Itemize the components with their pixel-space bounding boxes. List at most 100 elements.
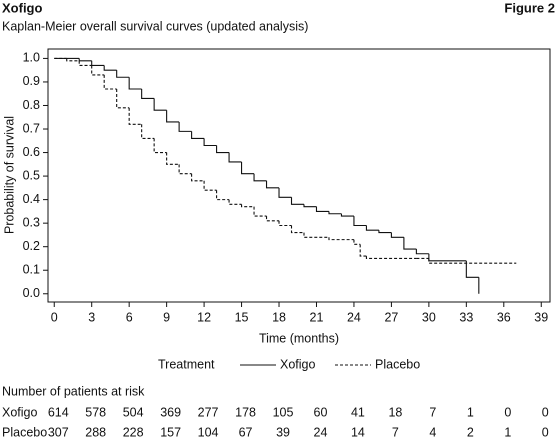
survival-step xyxy=(265,216,280,222)
chart-title: Xofigo xyxy=(2,0,42,15)
x-tick-label: 12 xyxy=(197,310,211,324)
at-risk-count: 104 xyxy=(198,425,219,439)
survival-step xyxy=(253,206,267,217)
x-tick-label: 30 xyxy=(422,310,436,324)
x-tick-label: 33 xyxy=(459,310,473,324)
at-risk-count: 24 xyxy=(314,425,328,439)
survival-step xyxy=(153,138,167,154)
x-tick-label: 0 xyxy=(51,310,58,324)
survival-step xyxy=(278,220,292,227)
survival-step xyxy=(228,152,242,163)
x-tick-label: 24 xyxy=(347,310,361,324)
plot-frame xyxy=(47,48,551,303)
survival-step xyxy=(128,77,142,90)
x-tick-label: 27 xyxy=(384,310,398,324)
legend-label: Placebo xyxy=(375,357,420,371)
survival-step xyxy=(203,138,217,147)
survival-step xyxy=(91,65,105,76)
y-tick-label: 0.3 xyxy=(23,215,40,229)
at-risk-count: 14 xyxy=(351,425,365,439)
survival-step xyxy=(303,204,317,208)
y-tick-label: 0.7 xyxy=(23,121,40,135)
survival-step xyxy=(128,107,142,125)
at-risk-count: 2 xyxy=(467,425,474,439)
survival-step xyxy=(290,225,304,234)
survival-step xyxy=(191,173,205,182)
survival-step xyxy=(390,232,404,238)
survival-step xyxy=(103,65,117,71)
chart-subtitle: Kaplan-Meier overall survival curves (up… xyxy=(2,19,308,33)
survival-step xyxy=(203,180,217,191)
at-risk-count: 178 xyxy=(235,405,256,419)
survival-step xyxy=(228,199,242,205)
at-risk-count: 7 xyxy=(429,405,436,419)
x-tick-label: 9 xyxy=(163,310,170,324)
survival-step xyxy=(340,213,354,217)
x-tick-label: 3 xyxy=(88,310,95,324)
y-tick-label: 0.5 xyxy=(23,168,40,182)
y-tick-label: 1.0 xyxy=(23,51,40,65)
survival-step xyxy=(178,121,192,132)
at-risk-count: 578 xyxy=(85,405,106,419)
y-axis-label: Probability of survival xyxy=(2,116,16,234)
survival-step xyxy=(328,237,354,241)
survival-step xyxy=(328,211,342,215)
at-risk-count: 41 xyxy=(351,405,365,419)
x-tick-label: 36 xyxy=(497,310,511,324)
y-tick-label: 0.6 xyxy=(23,145,40,159)
survival-step xyxy=(153,98,167,111)
x-tick-label: 15 xyxy=(235,310,249,324)
legend-title: Treatment xyxy=(158,357,215,371)
y-tick-label: 0.9 xyxy=(23,74,40,88)
survival-step xyxy=(253,173,267,182)
survival-step xyxy=(103,74,117,90)
survival-step xyxy=(166,152,180,165)
at-risk-count: 0 xyxy=(504,405,511,419)
at-risk-title: Number of patients at risk xyxy=(2,384,145,398)
y-tick-label: 0.8 xyxy=(23,98,40,112)
survival-step xyxy=(290,197,304,205)
at-risk-count: 60 xyxy=(314,405,328,419)
y-tick-label: 0.2 xyxy=(23,239,40,253)
survival-step xyxy=(378,230,392,234)
survival-step xyxy=(66,58,80,62)
y-tick-label: 0.0 xyxy=(23,286,40,300)
survival-step xyxy=(428,258,517,264)
survival-step xyxy=(166,110,180,123)
survival-step xyxy=(241,161,255,175)
at-risk-count: 228 xyxy=(123,425,144,439)
x-tick-label: 18 xyxy=(272,310,286,324)
at-risk-count: 1 xyxy=(467,405,474,419)
survival-step xyxy=(353,239,361,245)
survival-step xyxy=(216,145,230,154)
at-risk-count: 369 xyxy=(160,405,181,419)
survival-step xyxy=(116,70,130,78)
at-risk-row-label: Xofigo xyxy=(2,405,37,419)
survival-step xyxy=(141,124,155,139)
at-risk-count: 105 xyxy=(273,405,294,419)
survival-step xyxy=(241,204,255,208)
survival-step xyxy=(178,164,192,175)
at-risk-count: 0 xyxy=(542,405,549,419)
survival-step xyxy=(191,131,205,139)
survival-step xyxy=(216,190,230,201)
at-risk-count: 7 xyxy=(392,425,399,439)
survival-step xyxy=(428,253,467,262)
survival-step xyxy=(359,244,367,257)
survival-step xyxy=(365,225,379,231)
at-risk-count: 4 xyxy=(429,425,436,439)
survival-step xyxy=(465,260,479,278)
survival-step xyxy=(315,206,329,212)
at-risk-count: 67 xyxy=(239,425,253,439)
at-risk-count: 307 xyxy=(48,425,69,439)
survival-step xyxy=(265,180,280,189)
y-tick-label: 0.1 xyxy=(23,263,40,277)
figure-label: Figure 2 xyxy=(504,0,555,15)
at-risk-count: 0 xyxy=(542,425,549,439)
at-risk-count: 1 xyxy=(504,425,511,439)
survival-step xyxy=(116,89,130,109)
at-risk-count: 18 xyxy=(388,405,402,419)
x-tick-label: 21 xyxy=(310,310,324,324)
x-tick-label: 39 xyxy=(534,310,548,324)
